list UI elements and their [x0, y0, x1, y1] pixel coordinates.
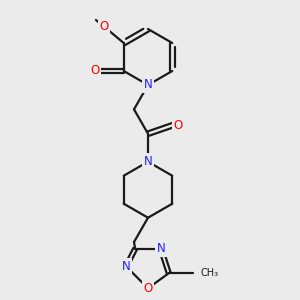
Text: N: N	[157, 242, 165, 255]
Text: N: N	[144, 79, 152, 92]
Text: O: O	[174, 119, 183, 132]
Text: O: O	[143, 282, 153, 295]
Text: N: N	[144, 155, 152, 168]
Text: CH₃: CH₃	[201, 268, 219, 278]
Text: N: N	[122, 260, 130, 273]
Text: O: O	[90, 64, 100, 77]
Text: O: O	[99, 20, 109, 32]
